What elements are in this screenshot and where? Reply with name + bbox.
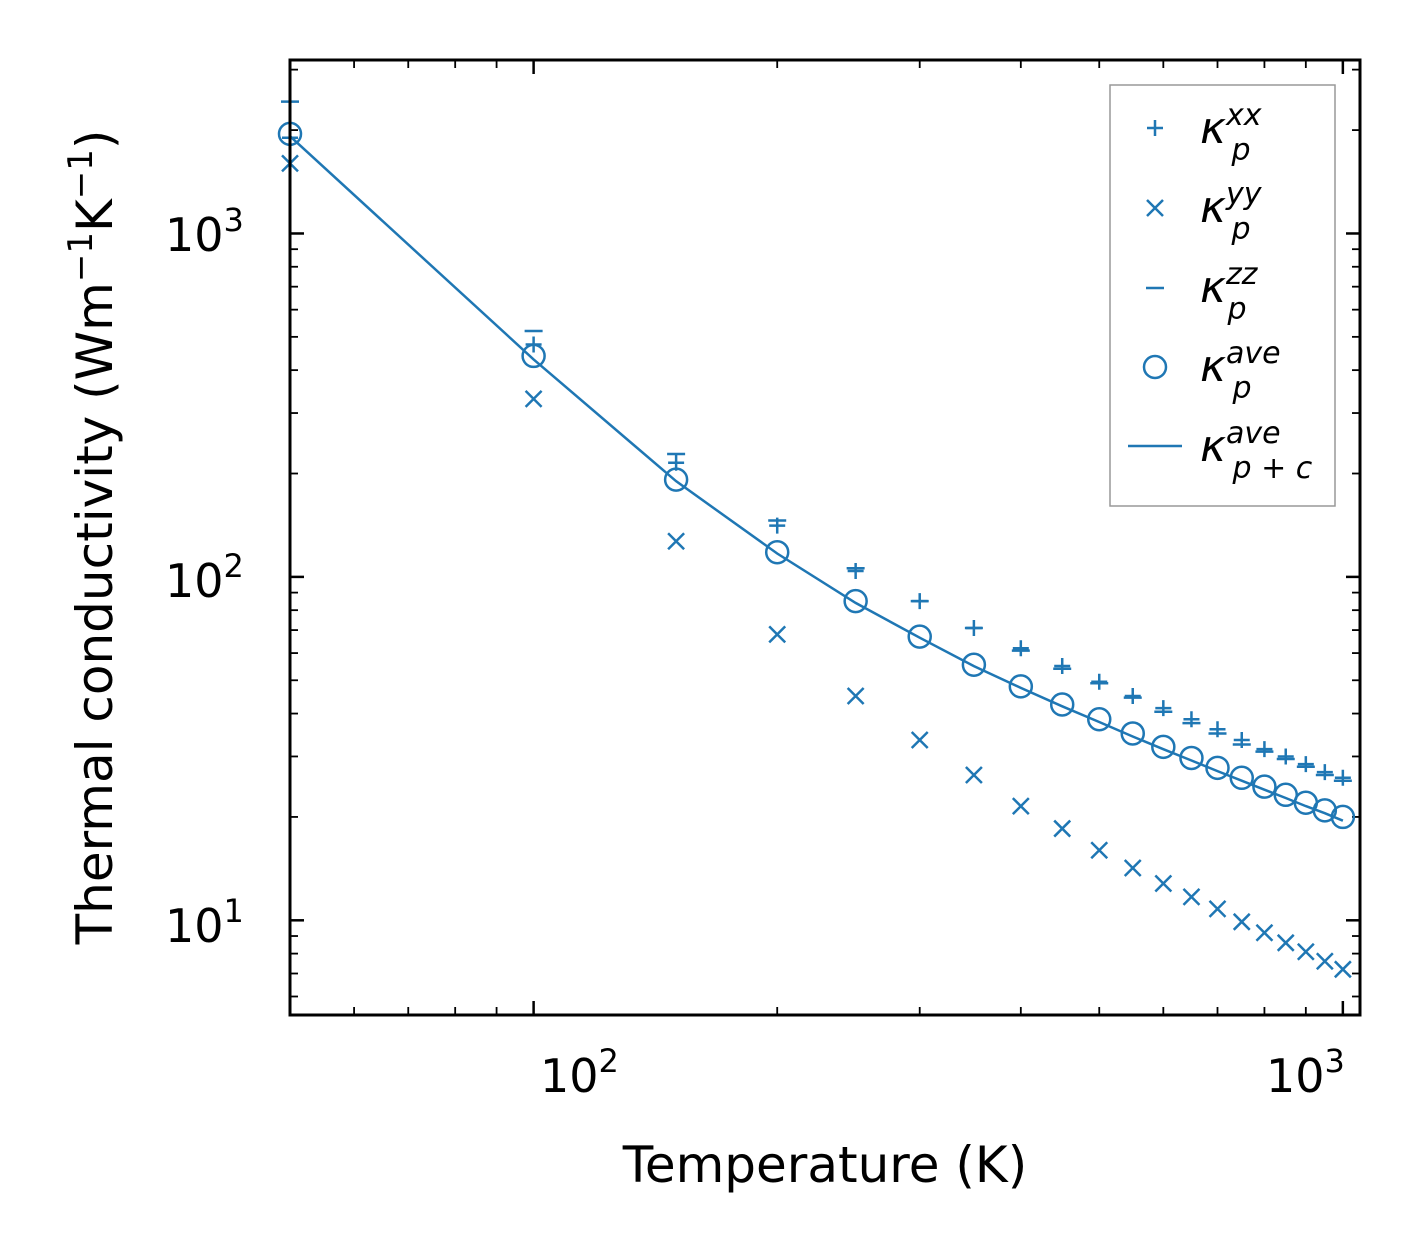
data-point-kappa_p_xx [847,563,864,580]
data-point-kappa_p_yy [1182,888,1201,906]
series-kappa_p_zz [281,100,1352,782]
data-point-kappa_p_xx [1091,673,1108,690]
data-point-kappa_p_xx [1183,711,1200,728]
data-point-kappa_p_yy [1296,942,1315,961]
data-point-kappa_p_xx [1054,658,1071,675]
data-point-kappa_p_yy [1276,933,1295,952]
y-axis-label: Thermal conductivity (Wm−1K−1) [61,130,124,946]
data-point-kappa_p_xx [1012,640,1029,657]
x-tick-label-100: 102 [540,1042,619,1103]
major-ticks [290,60,1360,1015]
data-point-kappa_p_yy [910,731,929,749]
data-point-kappa_p_ave [1151,734,1176,760]
data-point-kappa_p_ave [521,343,546,369]
data-point-kappa_p_xx [1316,764,1333,781]
legend-label-kappa-pc-ave: κave p + c [1200,416,1313,486]
data-point-kappa_p_xx [1297,756,1314,773]
x-tick-label-1000: 103 [1266,1042,1345,1103]
data-point-kappa_p_yy [1123,859,1142,877]
legend-frame [1109,84,1336,507]
legend-marker-plus [1147,120,1163,136]
data-point-kappa_p_ave [1086,707,1112,732]
data-point-kappa_p_yy [1255,923,1274,942]
data-point-kappa_p_yy [524,389,543,408]
legend-label-kappa-ave: κave p [1200,336,1281,406]
data-point-kappa_p_ave [1179,745,1204,771]
data-point-kappa_p_ave [961,652,987,677]
data-point-kappa_p_yy [846,687,865,705]
plot-frame [288,58,1362,1017]
series-kappa_p_yy [281,154,1352,979]
data-point-kappa_p_yy [667,532,685,551]
legend-marker-circle [1142,354,1168,380]
data-point-kappa_p_xx [1334,769,1351,786]
data-point-kappa_p_yy [1090,841,1109,860]
data-point-kappa_p_xx [1277,748,1294,765]
data-point-kappa_p_ave [764,539,790,565]
data-point-kappa_p_yy [768,625,787,644]
data-point-kappa_p_ave [843,588,868,614]
data-point-kappa_p_yy [1232,912,1251,931]
data-point-kappa_p_xx [1124,687,1141,704]
data-point-kappa_p_xx [1256,741,1273,758]
legend-label-kappa-yy: κyy p [1200,177,1263,247]
data-point-kappa_p_yy [1333,960,1352,979]
data-point-kappa_p_yy [1053,819,1072,838]
y-tick-label-1000: 103 [165,201,244,262]
data-point-kappa_p_yy [1315,952,1334,971]
legend: κxx p κyy p κzz p κave p κave p + c [1109,84,1336,507]
data-point-kappa_p_yy [1208,899,1227,918]
series-kappa_p+c_ave [289,135,1344,822]
data-point-kappa_p_ave [1049,692,1075,717]
x-axis-label: Temperature (K) [622,1136,1027,1194]
data-point-kappa_p_xx [1155,700,1172,717]
series-line-kappa_p+c_ave [289,135,1344,822]
legend-label-kappa-xx: κxx p [1200,98,1262,168]
series-layer [277,100,1356,979]
legend-label-kappa-zz: κzz p [1200,257,1259,327]
data-point-kappa_p_ave [1008,674,1034,699]
legend-markers [1128,120,1182,448]
data-point-kappa_p_ave [663,467,689,492]
data-point-kappa_p_ave [907,624,932,649]
data-point-kappa_p_xx [1209,721,1226,738]
data-point-kappa_p_ave [1229,765,1254,791]
y-tick-label-100: 102 [165,547,244,608]
data-point-kappa_p_ave [1120,721,1145,746]
legend-marker-x [1146,199,1164,217]
data-point-kappa_p_yy [965,766,983,784]
y-tick-label-10: 101 [165,892,244,953]
data-point-kappa_p_yy [1011,797,1030,816]
data-point-kappa_p_yy [1154,874,1173,893]
